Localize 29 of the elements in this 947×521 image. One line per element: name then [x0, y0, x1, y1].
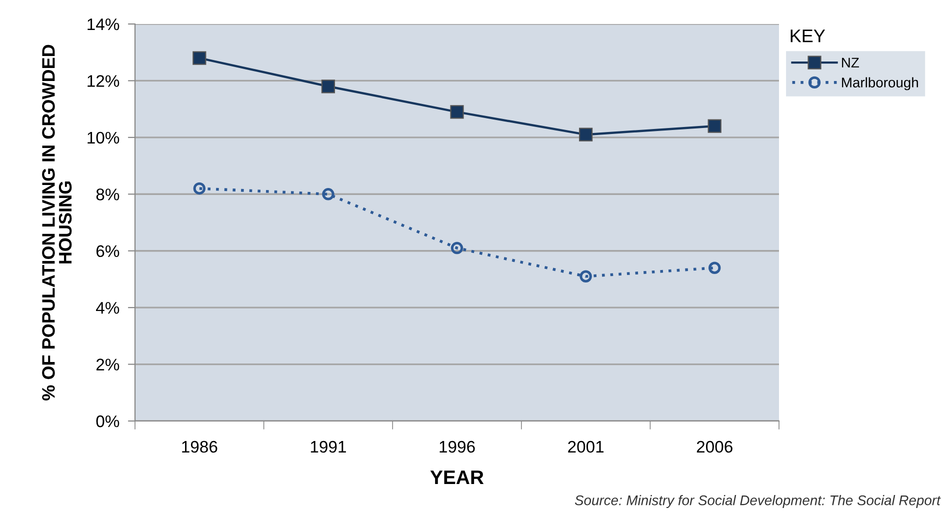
legend-title: KEY	[790, 30, 826, 42]
y-tick-label: 0%	[96, 415, 120, 428]
point	[193, 182, 206, 195]
x-axis-title: YEAR	[430, 470, 484, 484]
point	[580, 270, 592, 282]
x-tick-label: 1996	[440, 440, 475, 453]
point	[708, 119, 722, 133]
y-tick-label: 2%	[96, 358, 120, 370]
legend-label: NZ	[842, 58, 859, 68]
y-axis-title: % OF POPULATION LIVING IN CROWDED HOUSING	[42, 44, 72, 400]
legend-label: Marlborough	[842, 77, 918, 90]
y-tick-label: 10%	[88, 132, 120, 144]
x-tick-label: 1986	[182, 440, 218, 453]
point	[450, 105, 464, 119]
x-tick-label: 2006	[696, 440, 732, 453]
y-tick-label: 6%	[96, 245, 120, 258]
y-tick-label: 12%	[88, 75, 120, 87]
y-tick-label: 8%	[96, 188, 120, 200]
source-note: Source: Ministry for Social Development: The Social Report	[574, 495, 941, 508]
x-tick-label: 1991	[310, 440, 346, 453]
x-tick-label: 2001	[568, 440, 604, 453]
point	[321, 80, 336, 94]
point	[322, 188, 334, 200]
point	[708, 262, 721, 274]
point	[578, 128, 593, 142]
y-tick-label: 4%	[96, 302, 120, 314]
point	[192, 51, 206, 65]
point	[450, 242, 464, 254]
y-tick-label: 14%	[88, 18, 120, 30]
